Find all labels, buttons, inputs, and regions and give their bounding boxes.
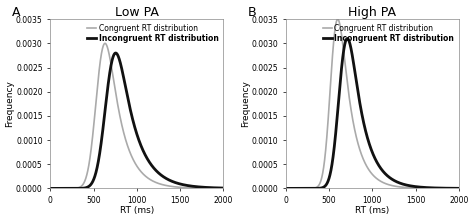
Text: B: B: [248, 6, 256, 19]
Line: Congruent RT distribution: Congruent RT distribution: [286, 19, 459, 189]
Congruent RT distribution: [217, 187, 223, 190]
Title: Low PA: Low PA: [115, 6, 159, 19]
Congruent RT distribution: [456, 187, 462, 190]
Incongruent RT distribution: [357, 101, 363, 104]
Congruent RT distribution: [77, 186, 83, 188]
Congruent RT distribution: [357, 148, 363, 151]
Incongruent RT distribution: [453, 187, 458, 190]
X-axis label: RT (ms): RT (ms): [355, 206, 390, 215]
Legend: Congruent RT distribution, Incongruent RT distribution: Congruent RT distribution, Incongruent R…: [322, 23, 455, 44]
Y-axis label: Frequency: Frequency: [241, 80, 250, 127]
Congruent RT distribution: [47, 187, 53, 190]
Incongruent RT distribution: [349, 54, 355, 57]
Incongruent RT distribution: [113, 52, 118, 54]
X-axis label: RT (ms): RT (ms): [119, 206, 154, 215]
Congruent RT distribution: [220, 187, 226, 190]
Incongruent RT distribution: [220, 187, 226, 189]
Congruent RT distribution: [313, 186, 319, 189]
Congruent RT distribution: [198, 187, 204, 189]
Incongruent RT distribution: [283, 187, 289, 190]
Incongruent RT distribution: [456, 187, 462, 190]
Congruent RT distribution: [67, 187, 73, 190]
Incongruent RT distribution: [114, 52, 119, 55]
Incongruent RT distribution: [313, 187, 319, 190]
Line: Incongruent RT distribution: Incongruent RT distribution: [286, 38, 459, 189]
Congruent RT distribution: [114, 97, 119, 100]
Text: A: A: [12, 6, 21, 19]
Congruent RT distribution: [335, 18, 340, 21]
Congruent RT distribution: [434, 187, 440, 190]
Incongruent RT distribution: [47, 187, 53, 190]
Incongruent RT distribution: [121, 79, 127, 81]
Line: Congruent RT distribution: Congruent RT distribution: [50, 43, 223, 189]
Congruent RT distribution: [283, 187, 289, 190]
Incongruent RT distribution: [77, 187, 83, 190]
Legend: Congruent RT distribution, Incongruent RT distribution: Congruent RT distribution, Incongruent R…: [86, 23, 219, 44]
Congruent RT distribution: [121, 133, 127, 136]
Incongruent RT distribution: [198, 186, 204, 189]
Congruent RT distribution: [303, 187, 309, 190]
Congruent RT distribution: [102, 42, 108, 45]
Incongruent RT distribution: [303, 187, 309, 190]
Incongruent RT distribution: [434, 187, 440, 189]
Congruent RT distribution: [453, 187, 458, 190]
Title: High PA: High PA: [348, 6, 396, 19]
Incongruent RT distribution: [67, 187, 73, 190]
Line: Incongruent RT distribution: Incongruent RT distribution: [50, 53, 223, 189]
Incongruent RT distribution: [345, 37, 350, 40]
Incongruent RT distribution: [217, 187, 223, 189]
Congruent RT distribution: [349, 116, 355, 118]
Y-axis label: Frequency: Frequency: [6, 80, 15, 127]
